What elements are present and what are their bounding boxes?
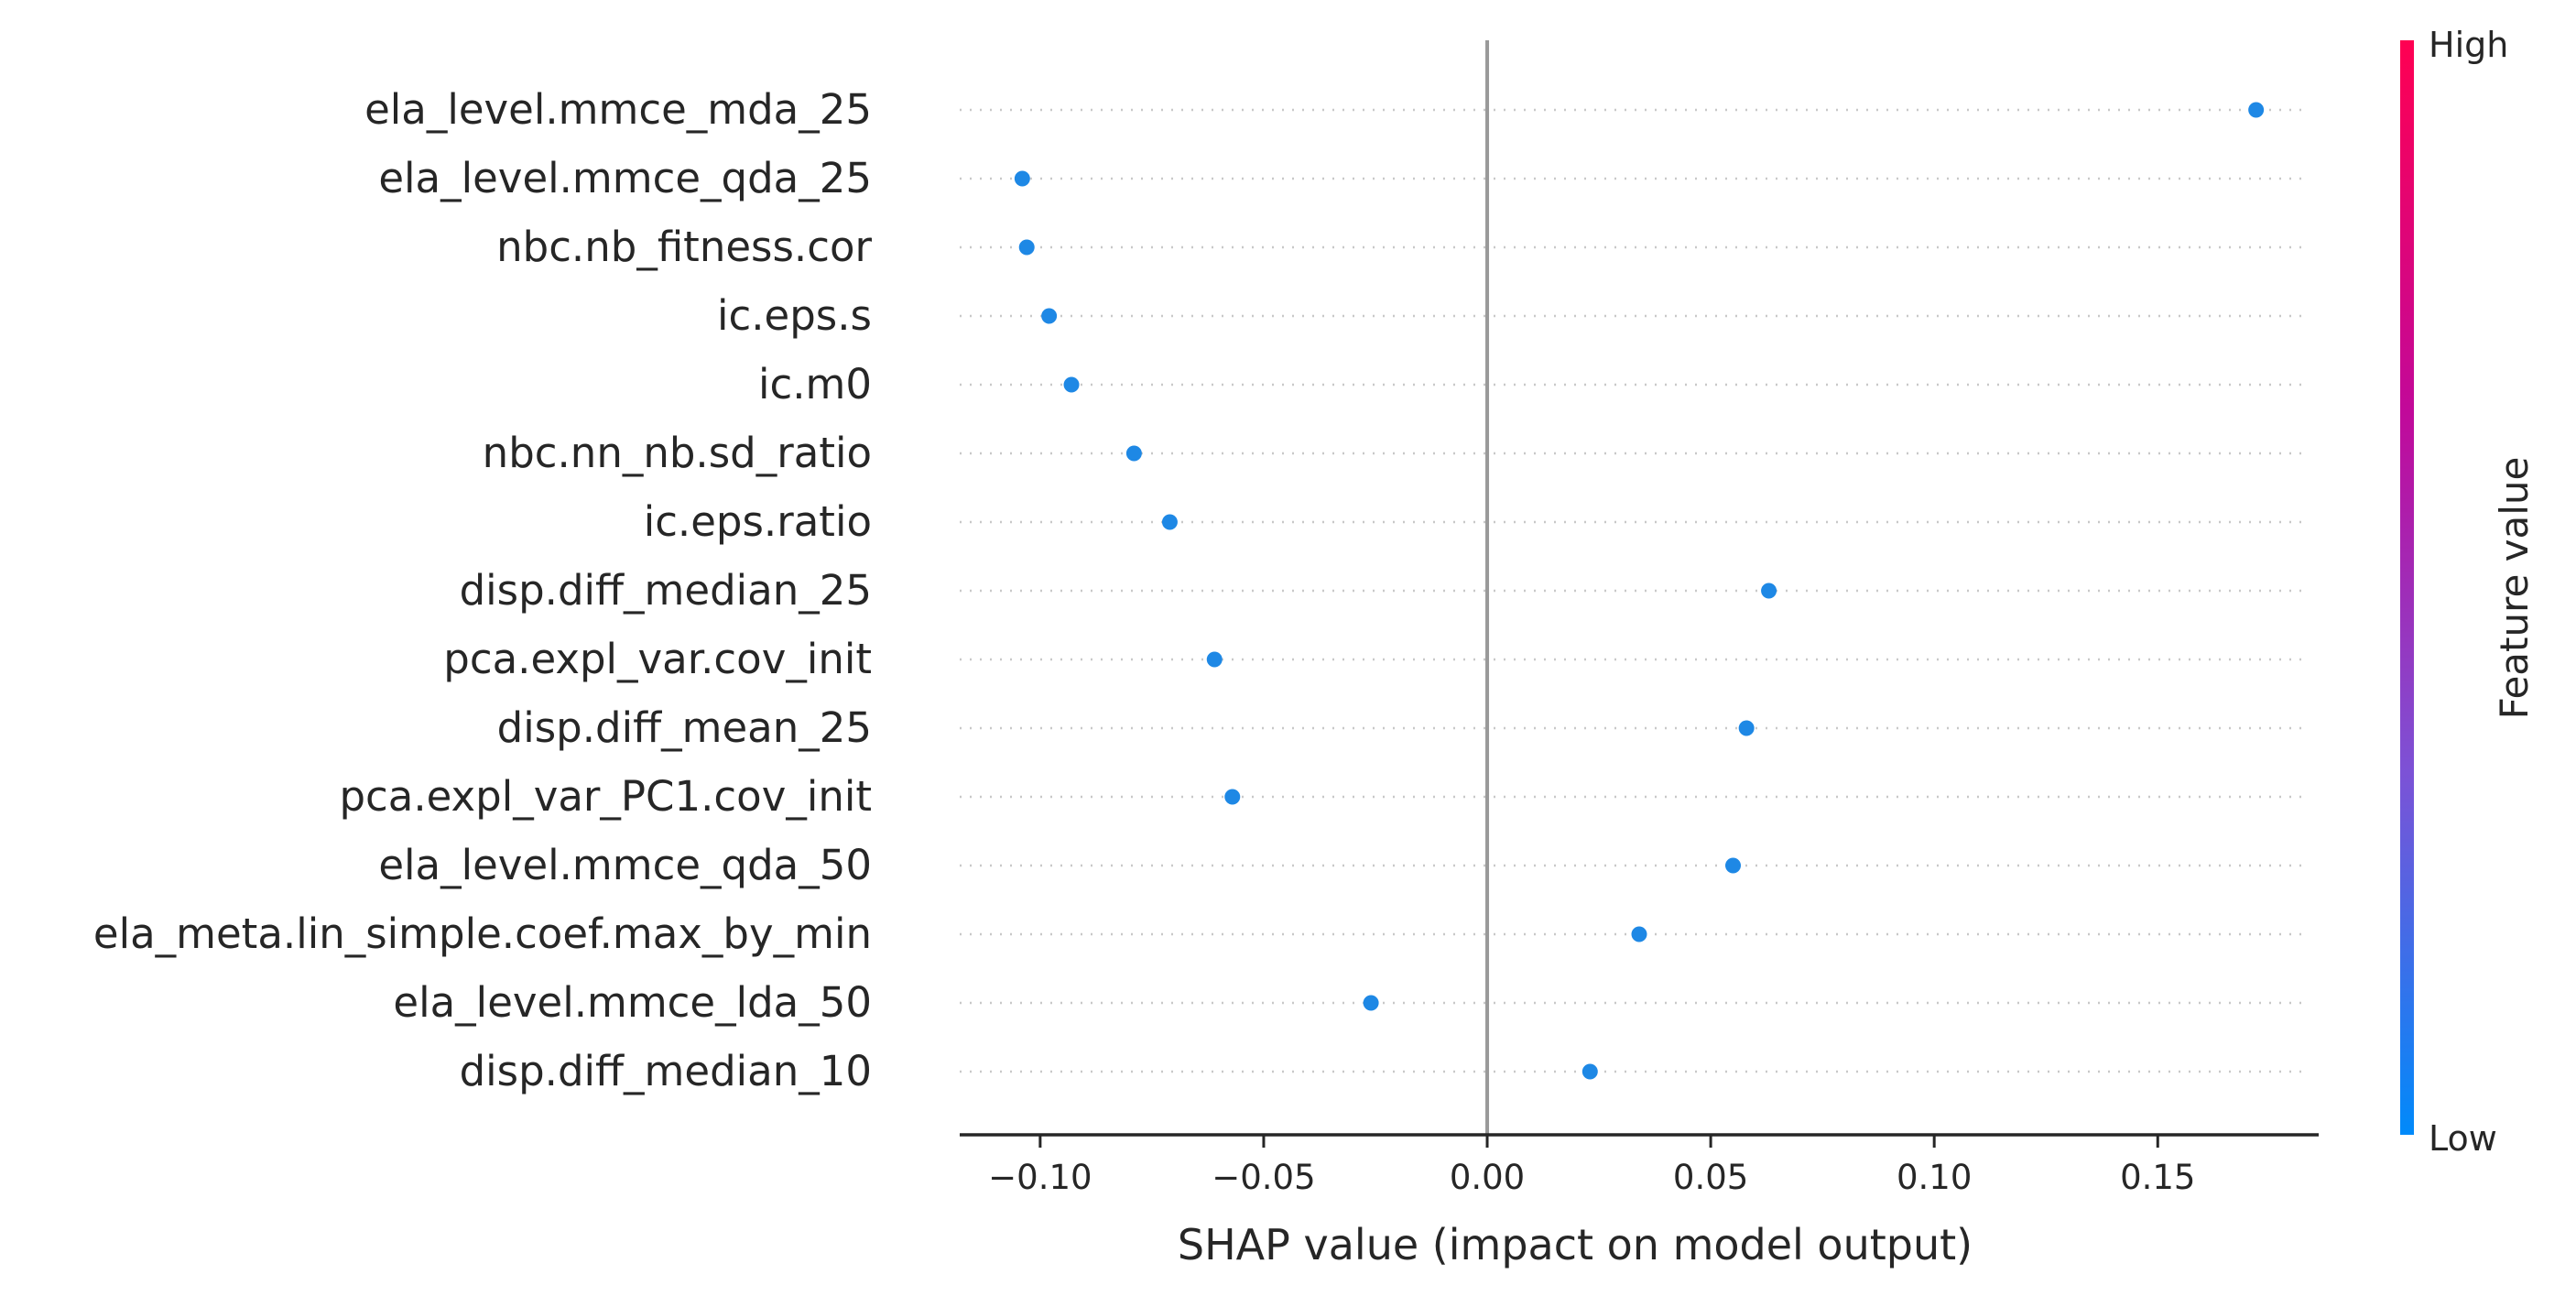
colorbar [2400, 40, 2414, 1135]
feature-label: disp.diff_median_25 [460, 566, 872, 615]
colorbar-low-label: Low [2429, 1118, 2497, 1159]
colorbar-title: Feature value [2492, 457, 2537, 720]
x-axis-title: SHAP value (impact on model output) [1178, 1220, 1973, 1269]
feature-labels: ela_level.mmce_mda_25 ela_level.mmce_qda_… [93, 85, 873, 1095]
shap-point [2248, 102, 2265, 118]
x-tick-label: 0.10 [1897, 1158, 1972, 1197]
x-tick-label: −0.10 [988, 1158, 1092, 1197]
shap-point [1363, 995, 1379, 1011]
shap-point [1224, 789, 1241, 805]
shap-point [1041, 308, 1058, 324]
x-tick-label: 0.05 [1673, 1158, 1748, 1197]
feature-label: nbc.nb_fitness.cor [496, 223, 872, 271]
feature-label: pca.expl_var.cov_init [443, 635, 872, 683]
shap-point [1581, 1063, 1598, 1080]
shap-point [1761, 583, 1777, 599]
feature-label: ic.eps.s [717, 291, 872, 340]
feature-label: disp.diff_mean_25 [497, 703, 872, 752]
feature-label: pca.expl_var_PC1.cov_init [339, 772, 872, 821]
x-tick-label: −0.05 [1212, 1158, 1315, 1197]
shap-points [1014, 102, 2265, 1080]
shap-point [1161, 514, 1178, 530]
x-tick-label: 0.15 [2120, 1158, 2195, 1197]
x-axis-ticks: −0.10 −0.05 0.00 0.05 0.10 0.15 [988, 1135, 2195, 1197]
shap-point [1063, 376, 1080, 393]
feature-label: nbc.nn_nb.sd_ratio [483, 429, 872, 477]
feature-label: ela_level.mmce_mda_25 [364, 85, 872, 134]
shap-point [1125, 445, 1142, 462]
shap-point [1014, 170, 1030, 187]
feature-label: ic.eps.ratio [644, 497, 872, 546]
row-gridlines [960, 108, 2308, 1073]
x-tick-label: 0.00 [1450, 1158, 1525, 1197]
shap-point [1631, 926, 1647, 942]
shap-point [1018, 239, 1035, 256]
shap-point [1738, 720, 1755, 736]
feature-label: ela_level.mmce_lda_50 [393, 978, 872, 1027]
shap-point [1725, 857, 1742, 874]
feature-label: ic.m0 [758, 360, 872, 408]
feature-label: ela_level.mmce_qda_25 [378, 154, 872, 202]
shap-point [1206, 651, 1223, 668]
feature-label: ela_level.mmce_qda_50 [378, 841, 872, 889]
feature-label: disp.diff_median_10 [460, 1047, 872, 1095]
feature-label: ela_meta.lin_simple.coef.max_by_min [93, 909, 872, 958]
colorbar-high-label: High [2429, 25, 2508, 65]
